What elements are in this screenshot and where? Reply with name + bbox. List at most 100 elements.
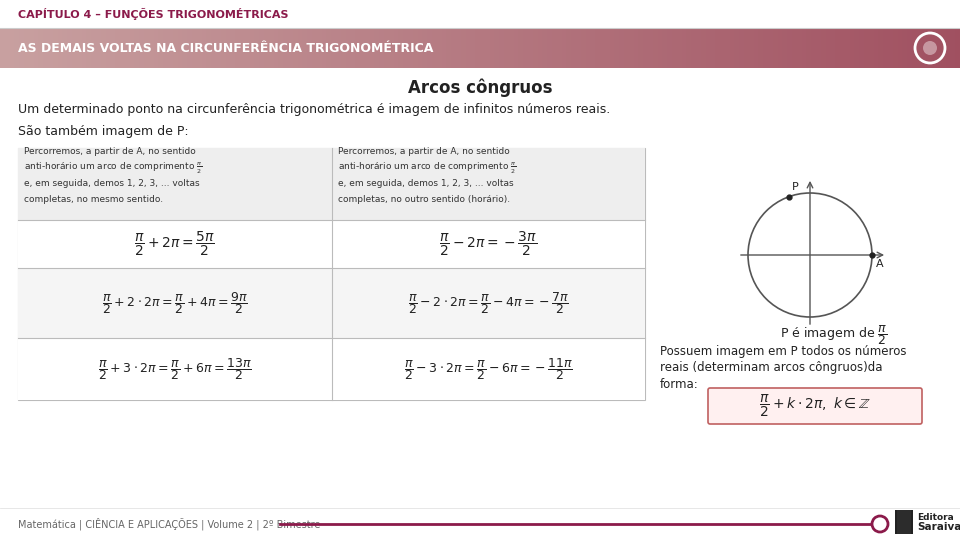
Bar	[878, 28, 884, 68]
Bar	[523, 28, 529, 68]
Bar	[816, 28, 822, 68]
Bar	[792, 28, 798, 68]
Bar	[806, 28, 812, 68]
Bar	[0, 0, 960, 28]
Bar	[374, 28, 380, 68]
Bar	[614, 28, 620, 68]
Bar	[648, 28, 654, 68]
Bar	[259, 28, 265, 68]
Bar	[634, 28, 639, 68]
Bar	[19, 28, 25, 68]
Bar	[778, 28, 783, 68]
Bar	[29, 28, 35, 68]
Bar	[533, 28, 539, 68]
Bar	[240, 28, 246, 68]
Bar	[466, 28, 471, 68]
Bar	[437, 28, 443, 68]
Bar	[451, 28, 457, 68]
Bar	[302, 28, 308, 68]
Text: Possuem imagem em P todos os números: Possuem imagem em P todos os números	[660, 346, 906, 359]
Bar	[600, 28, 606, 68]
Text: $\dfrac{\pi}{2} + 3 \cdot 2\pi = \dfrac{\pi}{2} + 6\pi = \dfrac{13\pi}{2}$: $\dfrac{\pi}{2} + 3 \cdot 2\pi = \dfrac{…	[98, 356, 252, 382]
Text: e, em seguida, demos 1, 2, 3, ... voltas: e, em seguida, demos 1, 2, 3, ... voltas	[338, 179, 514, 188]
Bar	[936, 28, 942, 68]
Bar	[18, 148, 645, 400]
Bar	[864, 28, 870, 68]
Bar	[288, 28, 294, 68]
Bar	[710, 28, 716, 68]
Bar	[10, 28, 15, 68]
Bar	[18, 220, 645, 268]
Bar	[480, 28, 486, 68]
Bar	[605, 28, 611, 68]
Text: forma:: forma:	[660, 377, 699, 390]
Bar	[638, 28, 644, 68]
Bar	[336, 28, 342, 68]
Bar	[149, 28, 155, 68]
Bar	[250, 28, 255, 68]
Bar	[566, 28, 572, 68]
Bar	[77, 28, 83, 68]
Text: completas, no mesmo sentido.: completas, no mesmo sentido.	[24, 195, 163, 205]
Bar	[897, 510, 911, 534]
Text: Matemática | CIÊNCIA E APLICAÇÕES | Volume 2 | 2º Bimestre: Matemática | CIÊNCIA E APLICAÇÕES | Volu…	[18, 518, 321, 530]
Bar	[672, 28, 678, 68]
Text: Um determinado ponto na circunferência trigonométrica é imagem de infinitos núme: Um determinado ponto na circunferência t…	[18, 104, 611, 117]
Bar	[749, 28, 755, 68]
Bar	[917, 28, 923, 68]
Text: Percorremos, a partir de A, no sentido: Percorremos, a partir de A, no sentido	[338, 147, 510, 157]
Bar	[427, 28, 433, 68]
Bar	[110, 28, 116, 68]
Bar	[72, 28, 78, 68]
Bar	[922, 28, 927, 68]
Bar	[610, 28, 615, 68]
Text: A: A	[876, 259, 883, 269]
Bar	[341, 28, 347, 68]
Bar	[264, 28, 270, 68]
Bar	[895, 510, 913, 534]
Bar	[379, 28, 385, 68]
Bar	[643, 28, 649, 68]
Bar	[38, 28, 44, 68]
Bar	[782, 28, 788, 68]
Bar	[845, 28, 851, 68]
Bar	[686, 28, 692, 68]
Bar	[269, 28, 275, 68]
Bar	[293, 28, 299, 68]
Text: CAPÍTULO 4 – FUNÇÕES TRIGONOMÉTRICAS: CAPÍTULO 4 – FUNÇÕES TRIGONOMÉTRICAS	[18, 8, 289, 20]
Bar	[854, 28, 860, 68]
Bar	[883, 28, 889, 68]
Bar	[5, 28, 11, 68]
Bar	[715, 28, 721, 68]
Bar	[518, 28, 524, 68]
Bar	[662, 28, 668, 68]
Bar	[907, 28, 913, 68]
Bar	[581, 28, 587, 68]
Text: $\dfrac{\pi}{2} + 2\pi = \dfrac{5\pi}{2}$: $\dfrac{\pi}{2} + 2\pi = \dfrac{5\pi}{2}…	[134, 230, 216, 258]
Bar	[394, 28, 399, 68]
Bar	[542, 28, 548, 68]
Bar	[499, 28, 505, 68]
Bar	[96, 28, 102, 68]
Bar	[350, 28, 356, 68]
Bar	[893, 28, 899, 68]
Bar	[912, 28, 918, 68]
Bar	[18, 338, 645, 400]
Bar	[413, 28, 419, 68]
Bar	[754, 28, 759, 68]
Bar	[173, 28, 179, 68]
Bar	[696, 28, 702, 68]
Text: anti-horário um arco de comprimento $\frac{\pi}{2}$: anti-horário um arco de comprimento $\fr…	[24, 160, 203, 176]
Bar	[317, 28, 323, 68]
Bar	[331, 28, 337, 68]
Bar	[34, 28, 39, 68]
Bar	[586, 28, 591, 68]
Bar	[509, 28, 515, 68]
Bar	[706, 28, 711, 68]
Bar	[360, 28, 366, 68]
Circle shape	[923, 41, 937, 55]
Bar	[653, 28, 659, 68]
Text: P: P	[792, 182, 799, 192]
Bar	[192, 28, 198, 68]
Text: $\dfrac{\pi}{2} - 2 \cdot 2\pi = \dfrac{\pi}{2} - 4\pi = -\dfrac{7\pi}{2}$: $\dfrac{\pi}{2} - 2 \cdot 2\pi = \dfrac{…	[408, 290, 569, 316]
